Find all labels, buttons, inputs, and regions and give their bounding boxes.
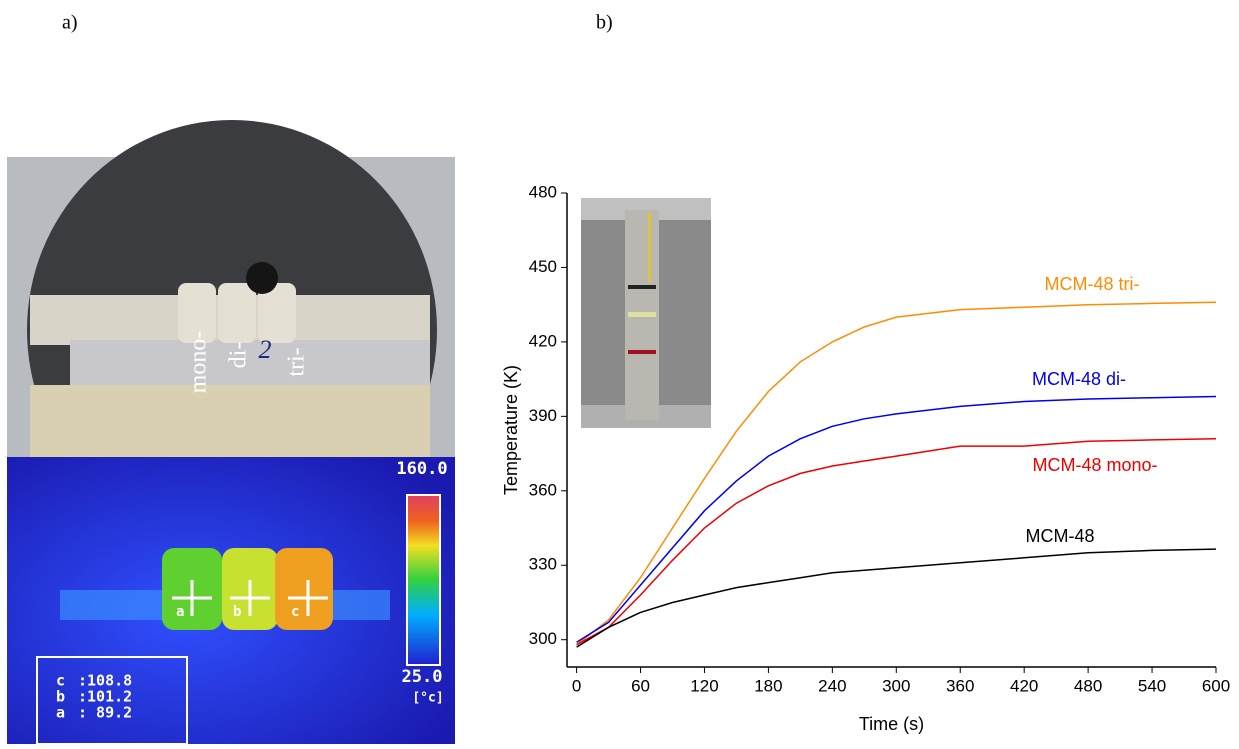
x-tick-label: 300: [882, 676, 910, 695]
y-tick-label: 300: [529, 629, 557, 648]
series-label: MCM-48: [1025, 526, 1094, 546]
reading-name: a: [56, 704, 65, 722]
scale-unit: [°c]: [412, 691, 443, 706]
y-tick-label: 480: [529, 182, 557, 201]
photo-label: 2: [259, 335, 272, 364]
marker-label: c: [291, 604, 299, 620]
series-label: MCM-48 mono-: [1032, 455, 1157, 475]
y-tick-label: 330: [529, 555, 557, 574]
photo-label: mono-: [186, 331, 212, 394]
x-tick-label: 420: [1010, 676, 1038, 695]
y-axis-label: Temperature (K): [501, 365, 521, 495]
x-tick-label: 60: [631, 676, 650, 695]
inset-photo: [581, 198, 711, 428]
x-tick-label: 600: [1202, 676, 1230, 695]
photo-label: di-: [226, 342, 252, 369]
series-label: MCM-48 tri-: [1045, 274, 1140, 294]
panel-label: b): [596, 12, 613, 34]
y-tick-label: 390: [529, 406, 557, 425]
x-tick-label: 540: [1138, 676, 1166, 695]
panel-label: a): [62, 12, 78, 34]
figure: a) b) mono- di- 2 tri- 160.0 25.0 [°c] a…: [0, 0, 1239, 744]
x-tick-label: 480: [1074, 676, 1102, 695]
reading-value: : 89.2: [78, 704, 132, 722]
scale-max: 160.0: [396, 459, 447, 479]
y-tick-label: 450: [529, 257, 557, 276]
line: [577, 549, 1216, 647]
x-tick-label: 0: [572, 676, 581, 695]
thermal-image: [7, 457, 455, 744]
series-label: MCM-48 di-: [1032, 369, 1126, 389]
x-tick-label: 360: [946, 676, 974, 695]
x-tick-label: 120: [690, 676, 718, 695]
x-tick-label: 180: [754, 676, 782, 695]
line: [577, 397, 1216, 643]
scale-min: 25.0: [402, 667, 443, 687]
marker-label: a: [176, 604, 184, 620]
x-axis-label: Time (s): [859, 714, 924, 734]
y-tick-label: 360: [529, 480, 557, 499]
x-tick-label: 240: [818, 676, 846, 695]
marker-label: b: [233, 604, 241, 620]
y-tick-label: 420: [529, 331, 557, 350]
photo-label: tri-: [284, 347, 310, 376]
